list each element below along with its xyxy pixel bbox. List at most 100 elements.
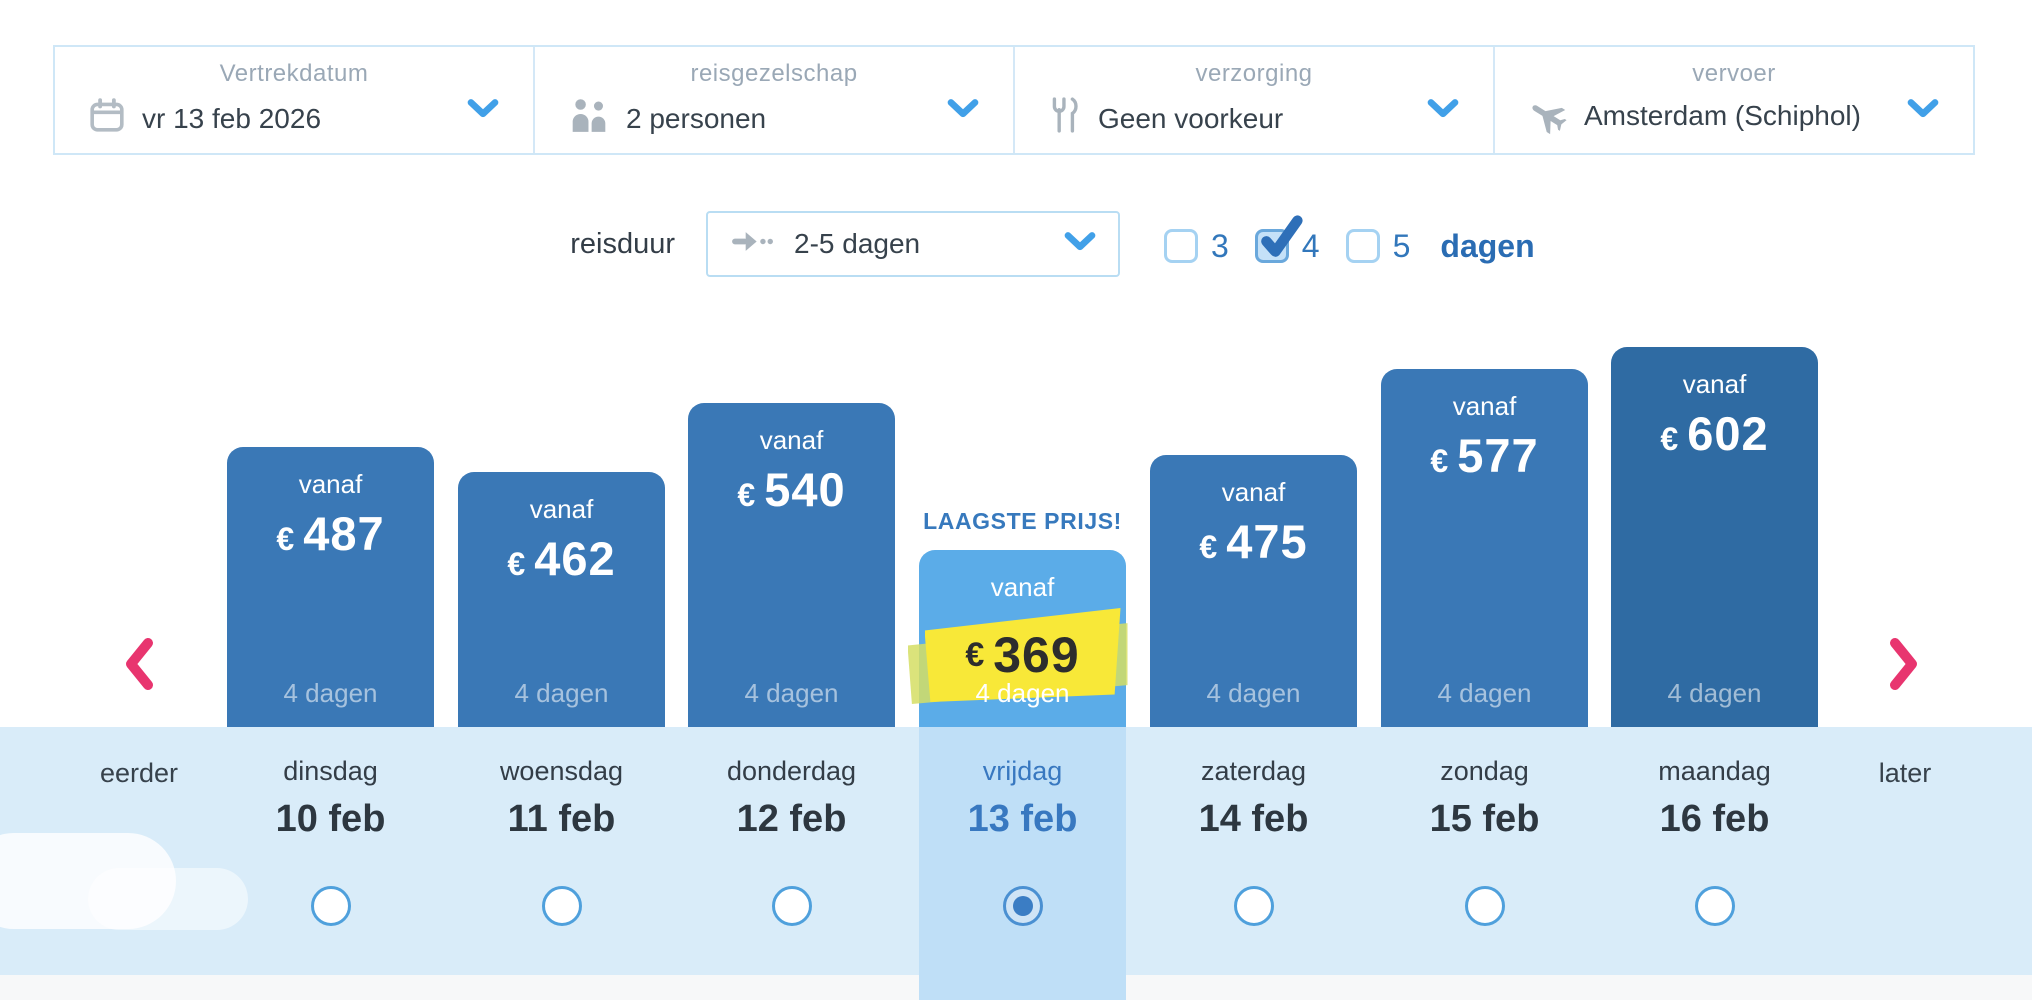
day-date: 15 feb: [1429, 798, 1540, 840]
filter-label: verzorging: [1195, 60, 1313, 87]
filter-value: Amsterdam (Schiphol): [1584, 100, 1861, 131]
duration-checkbox-label[interactable]: 3: [1211, 227, 1229, 264]
bar-duration-label: 4 dagen: [975, 678, 1070, 708]
duration-checkbox-label[interactable]: 5: [1392, 227, 1411, 264]
filter-departure-date[interactable]: Vertrekdatum vr 13 feb 2026: [55, 47, 533, 153]
filter-value: Geen voorkeur: [1098, 102, 1284, 134]
filter-board-type[interactable]: verzorging Geen voorkeur: [1013, 47, 1493, 153]
vanaf-label: vanaf: [1221, 477, 1286, 507]
date-radio-donderdag[interactable]: [771, 886, 812, 926]
date-radio-maandag[interactable]: [1694, 886, 1735, 926]
filter-label: reisgezelschap: [690, 60, 858, 87]
day-date: 12 feb: [736, 798, 847, 840]
filter-value: vr 13 feb 2026: [142, 102, 322, 134]
date-radio-woensdag[interactable]: [541, 886, 582, 926]
bar-duration-label: 4 dagen: [1206, 678, 1301, 708]
day-column-vrijdag[interactable]: LAAGSTE PRIJS! vanaf € 369 € 369 4 dagen…: [907, 0, 1129, 1000]
vanaf-label: vanaf: [1452, 391, 1517, 421]
chevron-down-icon: [1907, 99, 1939, 123]
price-bar[interactable]: vanaf € 475 € 475 4 dagen: [1150, 455, 1357, 727]
previous-days-arrow[interactable]: [119, 636, 159, 697]
cutlery-icon: [1049, 97, 1081, 140]
date-radio-zaterdag[interactable]: [1233, 886, 1274, 926]
date-radio-zondag[interactable]: [1464, 886, 1505, 926]
day-date: 11 feb: [507, 798, 616, 840]
calendar-icon: [89, 97, 125, 140]
day-date: 13 feb: [967, 798, 1078, 840]
bar-duration-label: 4 dagen: [744, 678, 839, 708]
people-icon: [569, 97, 609, 140]
date-radio-vrijdag[interactable]: [1002, 886, 1043, 926]
day-name: zaterdag: [1200, 756, 1307, 786]
day-column-zaterdag[interactable]: LAAGSTE PRIJS! vanaf € 475 € 475 4 dagen…: [1150, 0, 1357, 1000]
currency-symbol: €: [1660, 421, 1679, 457]
selected-column-highlight: [919, 727, 1126, 1000]
day-name: zondag: [1440, 756, 1529, 786]
day-name: maandag: [1658, 756, 1771, 786]
day-column-woensdag[interactable]: LAAGSTE PRIJS! vanaf € 462 € 462 4 dagen…: [458, 0, 665, 1000]
radio-dot: [1012, 896, 1033, 916]
currency-symbol: €: [737, 477, 756, 513]
lowest-price-label: LAAGSTE PRIJS!: [923, 508, 1122, 534]
duration-suffix-label: dagen: [1440, 227, 1535, 264]
day-name: donderdag: [726, 756, 857, 786]
chevron-down-icon: [467, 99, 499, 123]
vanaf-label: vanaf: [759, 425, 824, 455]
filter-label: Vertrekdatum: [219, 60, 369, 87]
price-value: € 602: [1660, 407, 1769, 460]
price-bar[interactable]: vanaf € 369 € 369 4 dagen: [907, 550, 1129, 727]
currency-symbol: €: [507, 546, 526, 582]
chevron-down-icon: [947, 99, 979, 123]
duration-checkbox-label[interactable]: 4: [1301, 227, 1320, 264]
duration-checkbox-group: 3 4 5 dagen: [1164, 215, 1535, 270]
cloud-decoration: [88, 868, 248, 930]
filter-transport[interactable]: vervoer Amsterdam (Schiphol): [1493, 47, 1973, 153]
duration-checkbox-5[interactable]: [1345, 229, 1380, 263]
date-radio-dinsdag[interactable]: [310, 886, 351, 926]
earlier-label[interactable]: eerder: [99, 758, 179, 788]
price-bar[interactable]: vanaf € 462 € 462 4 dagen: [458, 472, 665, 727]
price-value: € 540: [737, 463, 846, 516]
next-days-arrow[interactable]: [1884, 636, 1924, 697]
filter-travel-party[interactable]: reisgezelschap 2 personen: [533, 47, 1013, 153]
day-column-zondag[interactable]: LAAGSTE PRIJS! vanaf € 577 € 577 4 dagen…: [1381, 0, 1588, 1000]
vanaf-label: vanaf: [990, 572, 1055, 602]
vanaf-label: vanaf: [1682, 369, 1747, 399]
trip-duration-icon: [730, 230, 776, 258]
price-bar[interactable]: vanaf € 487 € 487 4 dagen: [227, 447, 434, 727]
later-label[interactable]: later: [1878, 758, 1932, 788]
vanaf-label: vanaf: [298, 469, 363, 499]
day-date: 16 feb: [1659, 798, 1770, 840]
price-value: € 577: [1430, 429, 1539, 482]
currency-symbol: €: [1430, 443, 1449, 479]
duration-dropdown-value: 2-5 dagen: [794, 228, 921, 259]
filter-bar: Vertrekdatum vr 13 feb 2026: [53, 45, 1975, 155]
day-date: 14 feb: [1198, 798, 1309, 840]
price-bar[interactable]: vanaf € 540 € 540 4 dagen: [688, 403, 895, 727]
vanaf-label: vanaf: [529, 494, 594, 524]
filter-label: vervoer: [1692, 60, 1776, 87]
price-bar[interactable]: vanaf € 577 € 577 4 dagen: [1381, 369, 1588, 727]
currency-symbol: €: [276, 521, 295, 557]
chevron-down-icon: [1427, 99, 1459, 123]
duration-dropdown[interactable]: 2-5 dagen: [706, 211, 1120, 277]
filter-value: 2 personen: [626, 102, 767, 134]
bar-duration-label: 4 dagen: [514, 678, 609, 708]
day-name: dinsdag: [283, 756, 378, 786]
price-value: € 462: [507, 532, 616, 585]
duration-label: reisduur: [570, 228, 675, 260]
day-date: 10 feb: [275, 798, 386, 840]
day-column-donderdag[interactable]: LAAGSTE PRIJS! vanaf € 540 € 540 4 dagen…: [688, 0, 895, 1000]
price-bar[interactable]: vanaf € 602 € 602 4 dagen: [1611, 347, 1818, 727]
price-value: € 487: [276, 507, 385, 560]
bar-duration-label: 4 dagen: [283, 678, 378, 708]
plane-icon: [1529, 97, 1567, 135]
day-column-dinsdag[interactable]: LAAGSTE PRIJS! vanaf € 487 € 487 4 dagen…: [227, 0, 434, 1000]
currency-symbol: €: [1199, 529, 1218, 565]
duration-checkbox-3[interactable]: [1164, 229, 1198, 263]
lowest-price-sticker: € 369: [907, 608, 1129, 704]
chevron-down-icon: [1064, 232, 1096, 256]
day-column-maandag[interactable]: LAAGSTE PRIJS! vanaf € 602 € 602 4 dagen…: [1611, 0, 1818, 1000]
duration-checkbox-4[interactable]: [1254, 215, 1303, 263]
